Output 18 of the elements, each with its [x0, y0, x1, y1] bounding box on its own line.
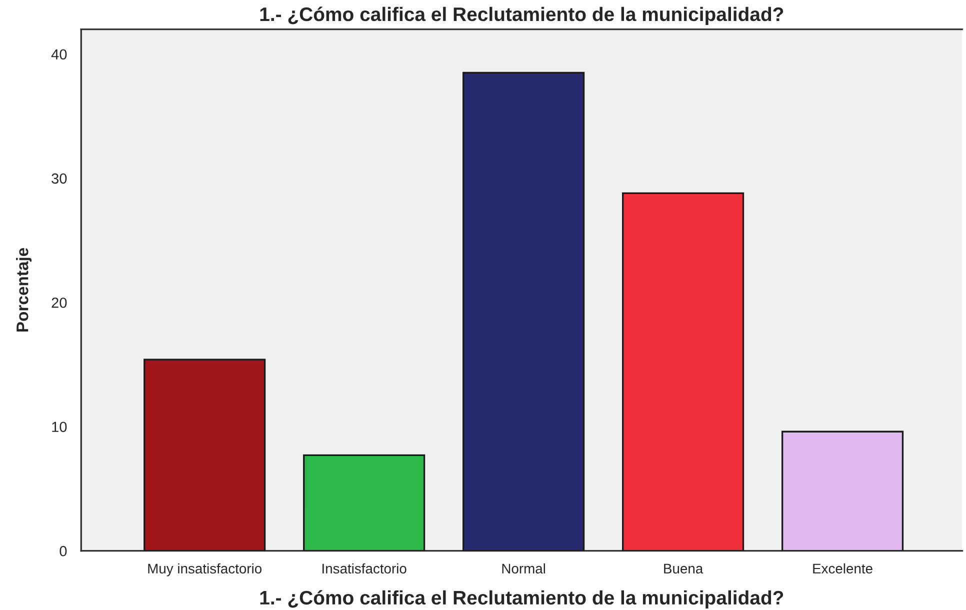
y-tick-label: 40: [51, 49, 67, 60]
bar: [462, 72, 585, 551]
x-tick-label: Buena: [664, 564, 704, 574]
x-tick-label: Normal: [502, 563, 546, 574]
bar: [622, 192, 744, 551]
x-tick-label: Excelente: [813, 563, 872, 574]
y-tick-label: 10: [52, 422, 67, 432]
y-tick-label: 30: [52, 173, 67, 184]
y-axis-title: Porcentaje: [16, 248, 32, 332]
chart-title: 1.- ¿Cómo califica el Reclutamiento de la municipalidad?: [260, 6, 784, 25]
bar: [303, 454, 426, 551]
x-axis-title: 1.- ¿Cómo califica el Reclutamiento de la municipalidad?: [260, 590, 784, 608]
bar: [781, 430, 904, 551]
bar: [144, 358, 266, 551]
x-tick-label: Muy insatisfactorio: [148, 563, 262, 576]
y-tick-label: 0: [60, 546, 67, 556]
y-tick-label: 20: [52, 298, 67, 308]
x-tick-label: Insatisfactorio: [322, 563, 406, 574]
